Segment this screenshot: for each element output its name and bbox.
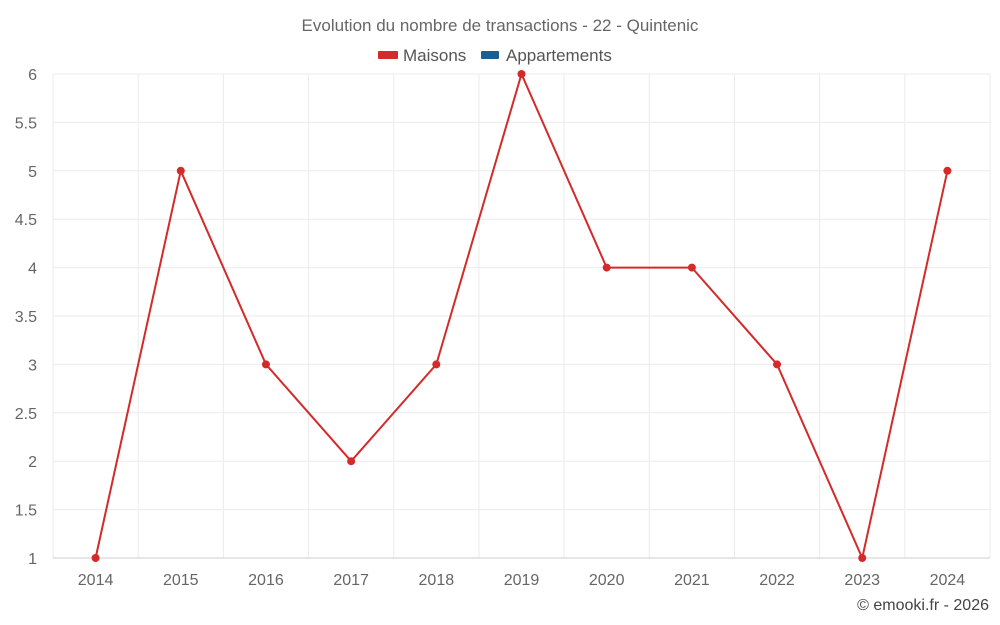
x-tick-label: 2023: [844, 572, 880, 589]
legend-label-maisons: Maisons: [403, 46, 466, 65]
data-point-maisons[interactable]: [261, 360, 270, 369]
chart-title: Evolution du nombre de transactions - 22…: [302, 16, 699, 35]
legend: Maisons Appartements: [378, 46, 612, 65]
series-layer: [91, 70, 952, 562]
data-point-maisons[interactable]: [432, 360, 441, 369]
legend-swatch-appartements: [481, 51, 499, 59]
y-tick-label: 5: [28, 164, 37, 181]
y-tick-label: 1.5: [15, 503, 37, 520]
data-point-maisons[interactable]: [858, 554, 867, 562]
data-point-maisons[interactable]: [91, 554, 100, 562]
x-tick-label: 2018: [419, 572, 455, 589]
data-point-maisons[interactable]: [347, 457, 356, 466]
legend-item-maisons[interactable]: Maisons: [378, 46, 466, 65]
legend-swatch-maisons: [378, 51, 398, 59]
x-tick-label: 2019: [504, 572, 540, 589]
y-tick-label: 3.5: [15, 309, 37, 326]
data-point-maisons[interactable]: [602, 263, 611, 272]
y-tick-label: 2.5: [15, 406, 37, 423]
y-tick-label: 6: [28, 67, 37, 84]
grid: [52, 73, 991, 559]
data-point-maisons[interactable]: [176, 166, 185, 175]
x-tick-label: 2024: [930, 572, 966, 589]
y-tick-label: 4: [28, 261, 37, 278]
data-point-maisons[interactable]: [517, 70, 526, 78]
x-tick-label: 2016: [248, 572, 284, 589]
legend-label-appartements: Appartements: [506, 46, 612, 65]
x-tick-label: 2020: [589, 572, 625, 589]
legend-item-appartements[interactable]: Appartements: [481, 46, 612, 65]
data-point-maisons[interactable]: [687, 263, 696, 272]
credit-text: © emooki.fr - 2026: [857, 597, 989, 614]
y-tick-label: 3: [28, 357, 37, 374]
data-point-maisons[interactable]: [773, 360, 782, 369]
data-point-maisons[interactable]: [943, 166, 952, 175]
x-tick-label: 2014: [78, 572, 114, 589]
x-axis-ticks: 2014 2015 2016 2017 2018 2019 2020 2021 2022 2023…: [78, 572, 966, 589]
x-tick-label: 2021: [674, 572, 710, 589]
y-tick-label: 1: [28, 551, 37, 568]
y-tick-label: 5.5: [15, 115, 37, 132]
y-tick-label: 2: [28, 454, 37, 471]
x-tick-label: 2017: [333, 572, 369, 589]
y-axis-ticks: 1 1.5 2 2.5 3 3.5 4 4.5 5 5.5 6: [15, 67, 37, 568]
y-tick-label: 4.5: [15, 212, 37, 229]
x-tick-label: 2022: [759, 572, 795, 589]
x-tick-label: 2015: [163, 572, 199, 589]
